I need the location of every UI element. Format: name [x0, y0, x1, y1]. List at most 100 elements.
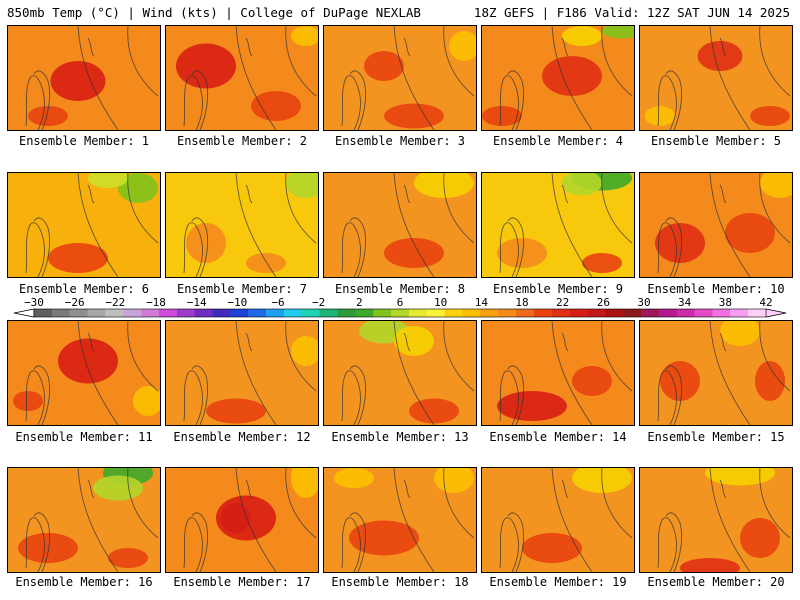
contour-line: [499, 75, 519, 130]
colorbar-swatch: [283, 309, 303, 317]
temperature-blob: [697, 41, 743, 71]
contour-line: [507, 365, 525, 425]
colorbar-swatch: [408, 309, 428, 317]
ensemble-member-label: Ensemble Member: 1: [18, 134, 150, 148]
contour-line: [507, 217, 525, 277]
contour-line: [551, 173, 593, 277]
colorbar-swatch: [230, 309, 249, 317]
contour-line: [507, 512, 525, 572]
colorbar-swatch: [712, 309, 731, 317]
contour-line: [33, 365, 51, 425]
contour-line: [507, 70, 525, 130]
colorbar-swatch: [266, 309, 285, 317]
contour-line: [87, 184, 95, 204]
ensemble-panel: [7, 320, 161, 426]
contour-line: [759, 173, 791, 244]
ensemble-panel: [481, 25, 635, 131]
contour-line: [33, 70, 51, 130]
colorbar-swatch: [748, 309, 767, 317]
ensemble-panel: [639, 320, 793, 426]
contour-line: [759, 26, 791, 97]
ensemble-member-label: Ensemble Member: 14: [489, 430, 627, 444]
contour-line: [601, 321, 633, 392]
ensemble-member-label: Ensemble Member: 8: [334, 282, 466, 296]
temperature-blob: [384, 103, 444, 129]
contour-line: [77, 173, 119, 277]
contour-line: [127, 26, 159, 97]
colorbar-swatch: [605, 309, 624, 317]
colorbar-swatch: [319, 309, 338, 317]
temperature-field: [640, 468, 792, 572]
contour-line: [499, 370, 519, 425]
contour-line: [657, 370, 677, 425]
colorbar-swatch: [587, 309, 606, 317]
ensemble-member-label: Ensemble Member: 6: [18, 282, 150, 296]
ensemble-panel: [481, 320, 635, 426]
contour-line: [127, 173, 159, 244]
colorbar-swatch: [301, 309, 320, 317]
temperature-map: [640, 321, 792, 425]
colorbar-swatch: [355, 309, 374, 317]
ensemble-panel: [165, 320, 319, 426]
temperature-blob: [750, 106, 790, 126]
ensemble-member-label: Ensemble Member: 5: [650, 134, 782, 148]
temperature-blob: [740, 518, 780, 558]
colorbar-tick-label: 2: [356, 296, 363, 309]
contour-line: [759, 321, 791, 392]
colorbar-tick-label: −30: [24, 296, 44, 309]
temperature-blob: [58, 338, 118, 384]
contour-line: [443, 173, 475, 244]
header: 850mb Temp (°C) | Wind (kts) | College o…: [0, 0, 800, 24]
contour-line: [183, 370, 203, 425]
temperature-blob: [291, 26, 318, 46]
temperature-blob: [364, 51, 404, 81]
temperature-blob: [497, 391, 567, 421]
colorbar-tick-label: 34: [678, 296, 692, 309]
colorbar-swatch: [551, 309, 570, 317]
contour-line: [719, 37, 727, 57]
ensemble-panel: [323, 25, 477, 131]
contour-line: [403, 37, 411, 57]
contour-line: [561, 184, 569, 204]
temperature-blob: [572, 366, 612, 396]
ensemble-panel: [481, 172, 635, 278]
contour-line: [709, 26, 751, 130]
contour-line: [33, 217, 51, 277]
colorbar-tick-label: 6: [397, 296, 404, 309]
contour-line: [551, 321, 593, 425]
temperature-blob: [655, 223, 705, 263]
contour-line: [665, 512, 683, 572]
temperature-map: [482, 26, 634, 130]
temperature-blob: [705, 468, 775, 486]
contour-line: [25, 517, 45, 572]
contour-line: [191, 512, 209, 572]
ensemble-member-label: Ensemble Member: 15: [647, 430, 785, 444]
contour-line: [709, 468, 751, 572]
temperature-blob: [334, 468, 374, 488]
contour-line: [235, 468, 277, 572]
temperature-blob: [28, 106, 68, 126]
colorbar-swatch: [533, 309, 553, 317]
contour-line: [191, 365, 209, 425]
contour-line: [719, 184, 727, 204]
contour-line: [657, 75, 677, 130]
contour-line: [561, 37, 569, 57]
colorbar-swatch: [158, 309, 178, 317]
temperature-map: [482, 321, 634, 425]
ensemble-panel: [7, 172, 161, 278]
contour-line: [349, 70, 367, 130]
colorbar-swatch: [498, 309, 517, 317]
colorbar-swatch: [373, 309, 392, 317]
temperature-map: [482, 173, 634, 277]
ensemble-panel: [323, 320, 477, 426]
temperature-blob: [251, 91, 301, 121]
contour-line: [235, 321, 277, 425]
contour-line: [285, 173, 317, 244]
colorbar-tick-label: 30: [637, 296, 650, 309]
ensemble-member-label: Ensemble Member: 9: [492, 282, 624, 296]
temperature-blob: [394, 326, 434, 356]
temperature-blob: [291, 336, 318, 366]
contour-line: [719, 479, 727, 499]
contour-line: [499, 517, 519, 572]
temperature-blob: [186, 223, 226, 263]
